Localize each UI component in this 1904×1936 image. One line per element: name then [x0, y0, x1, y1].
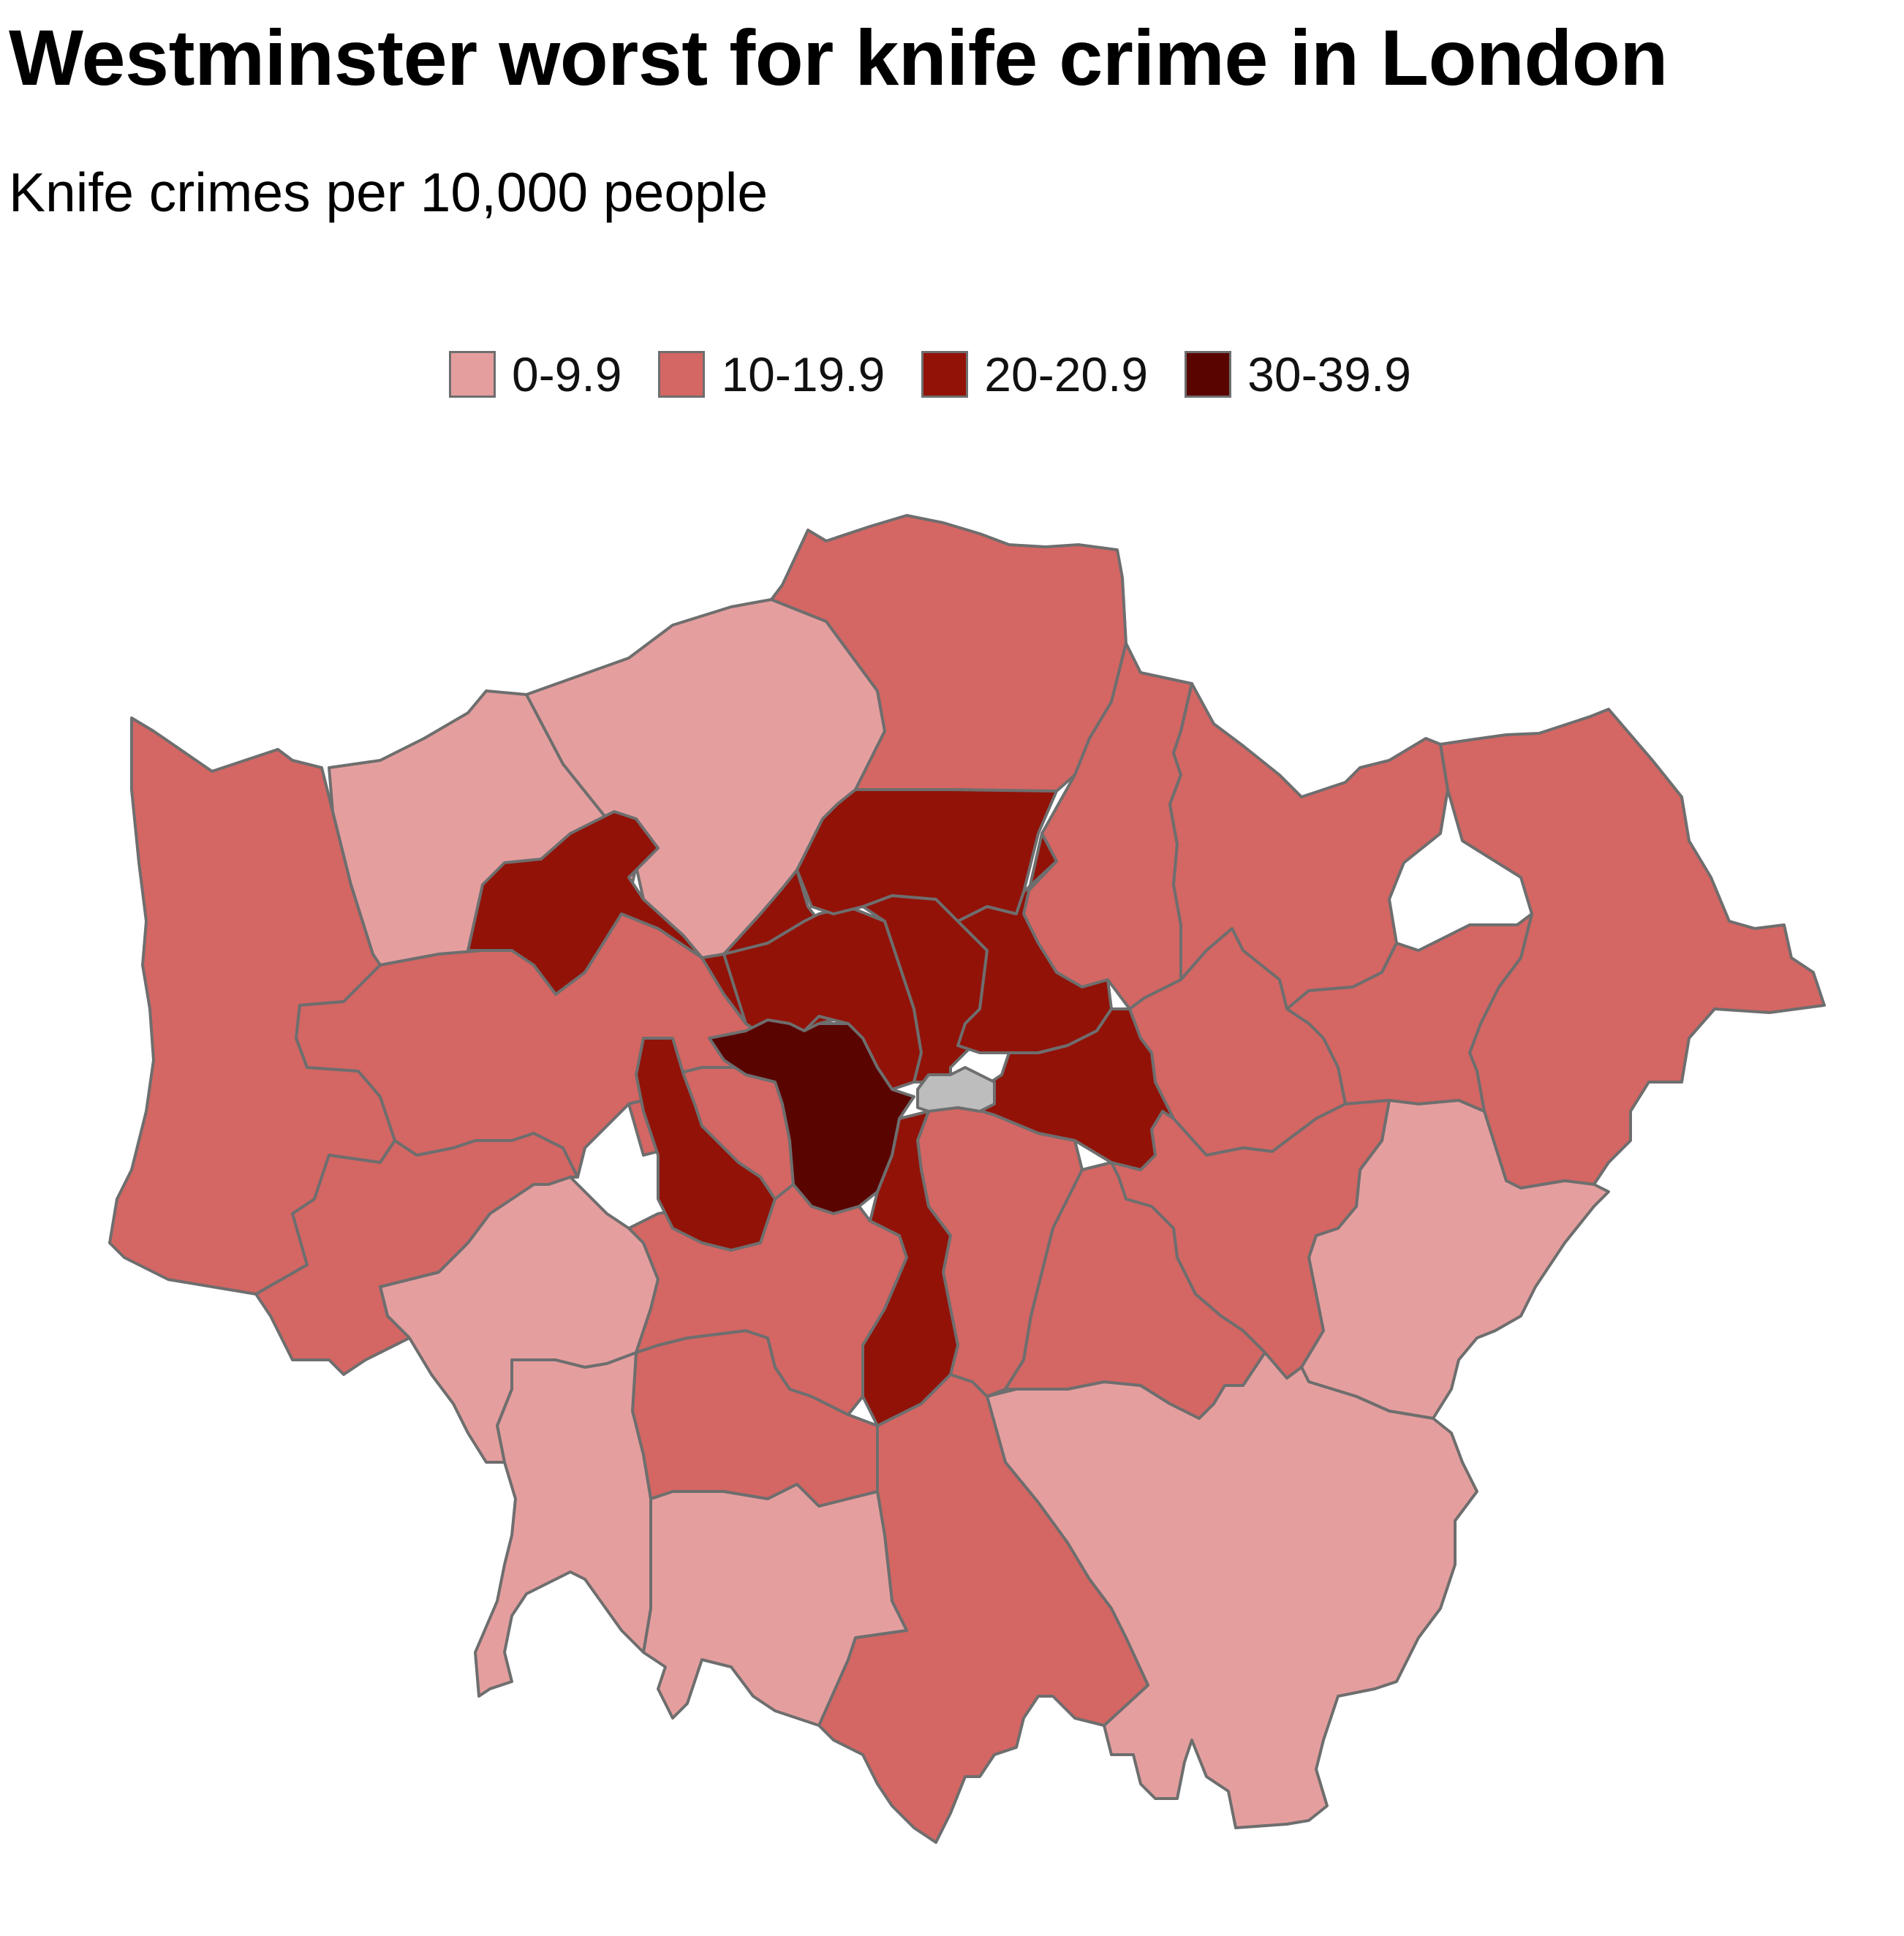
borough-city-of-london — [918, 1067, 994, 1111]
